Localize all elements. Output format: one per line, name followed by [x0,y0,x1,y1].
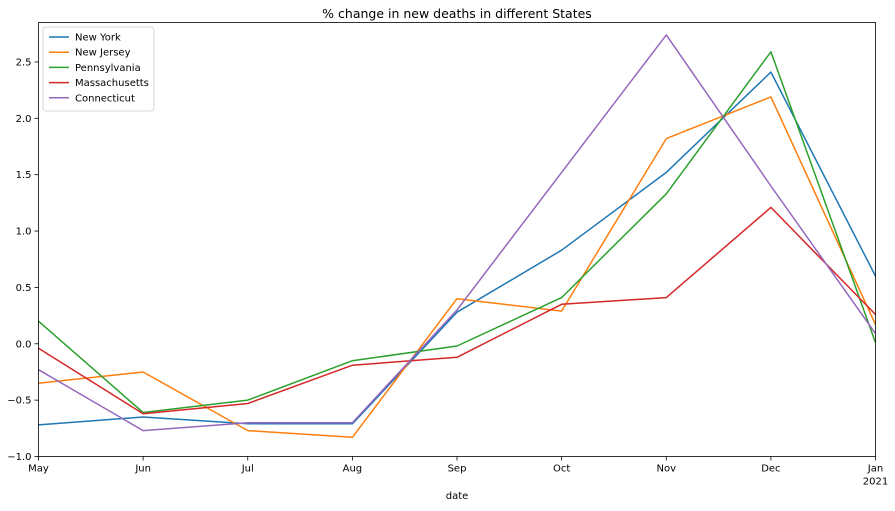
y-tick-label: −0.5 [7,396,31,407]
y-tick-label: 0.0 [16,339,32,350]
y-tick-label: 2.5 [16,57,32,68]
chart-title: % change in new deaths in different Stat… [322,6,592,21]
axes-layer: −1.0 −0.5 0.0 0.5 1.0 1.5 2.0 2.5 May Jun Jul Aug Se… [7,57,888,487]
legend-label: New Jersey [75,48,131,59]
legend-frame [42,26,155,112]
x-tick-label: May [28,464,49,475]
x-tick-label: Dec [761,464,780,475]
x-tick-label: Sep [448,464,467,475]
x-axis-label: date [446,491,469,502]
legend-label: Connecticut [75,93,135,104]
series-line-massachusetts [38,206,877,415]
series-line-new-york [38,71,877,426]
legend-label: Pennsylvania [75,63,141,74]
series-line-pennsylvania [38,51,877,414]
y-tick-label: 1.5 [16,170,32,181]
y-tick-label: −1.0 [7,452,31,463]
y-tick-label: 2.0 [16,114,32,125]
x-tick-label: Nov [656,464,676,475]
x-tick-label: Oct [553,464,570,475]
x-tick-label: Aug [343,464,363,475]
legend-label: New York [75,33,121,44]
x-tick-label: Jul [241,464,254,475]
plot-frame [38,22,876,457]
y-tick-label: 0.5 [16,283,32,294]
legend-label: Massachusetts [75,78,149,89]
legend: New York New Jersey Pennsylvania Massachuse… [42,26,155,112]
y-tick-label: 1.0 [16,227,32,238]
series-line-connecticut [38,34,877,432]
x-tick-label: Jan [867,464,883,475]
series-line-new-jersey [38,96,877,439]
x-tick-label: Jun [134,464,151,475]
series-layer [38,34,877,439]
x-tick-sublabel: 2021 [863,477,888,488]
